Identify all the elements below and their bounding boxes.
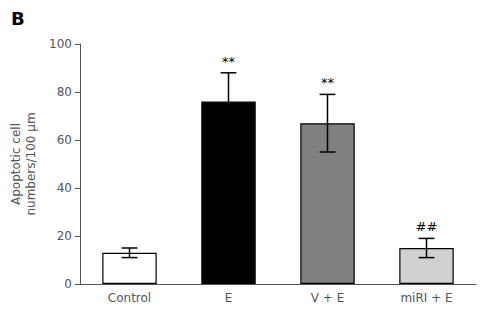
- svg-text:**: **: [222, 54, 236, 69]
- svg-text:20: 20: [57, 229, 72, 243]
- svg-text:miRI + E: miRI + E: [400, 291, 452, 305]
- svg-text:60: 60: [57, 133, 72, 147]
- svg-text:##: ##: [416, 219, 438, 234]
- svg-text:E: E: [225, 291, 233, 305]
- svg-text:V + E: V + E: [311, 291, 344, 305]
- svg-text:B: B: [11, 8, 25, 29]
- svg-text:Control: Control: [108, 291, 151, 305]
- svg-text:80: 80: [57, 85, 72, 99]
- svg-text:**: **: [321, 75, 335, 90]
- svg-text:40: 40: [57, 181, 72, 195]
- svg-text:0: 0: [64, 277, 72, 291]
- svg-text:100: 100: [49, 37, 72, 51]
- svg-text:numbers/100 μm: numbers/100 μm: [24, 112, 38, 215]
- svg-text:Apoptotic cell: Apoptotic cell: [9, 123, 23, 205]
